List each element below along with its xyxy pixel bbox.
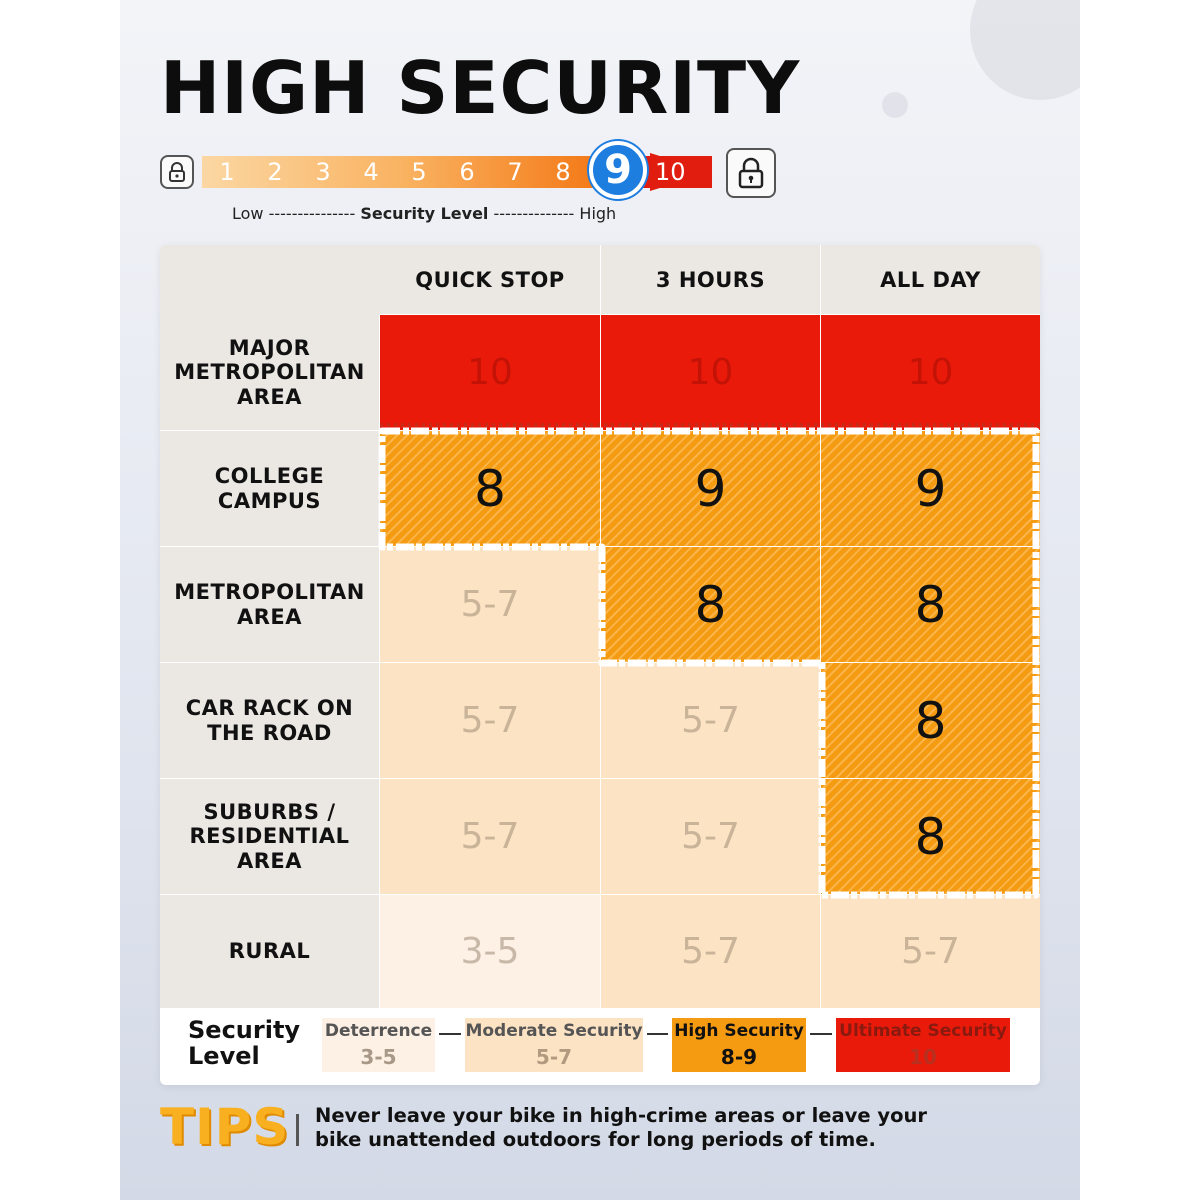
tips-divider xyxy=(296,1114,299,1146)
infographic-panel: HIGH SECURITY 1 2 3 4 5 6 7 8 9 10 Low --------… xyxy=(120,0,1080,1200)
security-rating-cell: 5-7 xyxy=(601,779,820,894)
column-header: QUICK STOP xyxy=(380,245,600,314)
legend-item-name: High Security xyxy=(674,1021,804,1041)
row-label: METROPOLITAN AREA xyxy=(160,547,379,662)
legend-item-name: Deterrence xyxy=(324,1021,433,1041)
scale-low-label: Low xyxy=(232,204,264,223)
security-rating-cell: 8 xyxy=(821,779,1040,894)
security-rating-cell: 9 xyxy=(601,431,820,546)
scale-number: 3 xyxy=(315,158,331,186)
legend-item: High Security 8-9 xyxy=(672,1018,806,1072)
scale-number: 2 xyxy=(267,158,283,186)
column-header: 3 HOURS xyxy=(601,245,820,314)
security-rating-cell: 9 xyxy=(821,431,1040,546)
row-label: SUBURBS / RESIDENTIAL AREA xyxy=(160,779,379,894)
security-rating-cell: 3-5 xyxy=(380,895,600,1008)
decorative-circle xyxy=(882,92,908,118)
padlock-low-icon xyxy=(160,155,194,189)
page-title: HIGH SECURITY xyxy=(160,46,801,130)
security-rating-cell: 8 xyxy=(380,431,600,546)
tips-label: TIPS xyxy=(160,1098,290,1156)
row-label: COLLEGE CAMPUS xyxy=(160,431,379,546)
security-rating-cell: 8 xyxy=(821,663,1040,778)
row-label: RURAL xyxy=(160,895,379,1008)
decorative-circle xyxy=(970,0,1080,100)
tips-text: Never leave your bike in high-crime area… xyxy=(315,1104,927,1152)
legend-item-name: Ultimate Security xyxy=(839,1021,1007,1041)
security-scale-max: 10 xyxy=(655,158,686,186)
legend-connector xyxy=(810,1033,832,1035)
current-security-level-badge: 9 xyxy=(589,141,647,199)
legend-connector xyxy=(439,1033,461,1035)
security-rating-cell: 8 xyxy=(821,547,1040,662)
legend-title: Security Level xyxy=(188,1016,301,1071)
security-rating-cell: 8 xyxy=(601,547,820,662)
security-rating-cell: 5-7 xyxy=(601,663,820,778)
security-rating-cell: 5-7 xyxy=(821,895,1040,1008)
table-corner-cell xyxy=(160,245,380,315)
security-rating-cell: 5-7 xyxy=(380,663,600,778)
security-rating-cell: 10 xyxy=(601,315,820,430)
scale-dashes-left: --------------- xyxy=(268,204,356,223)
scale-mid-label: Security Level xyxy=(360,204,489,223)
legend-item-range: 8-9 xyxy=(720,1045,758,1069)
security-scale-arrow xyxy=(650,153,712,191)
security-rating-cell: 5-7 xyxy=(380,779,600,894)
scale-number: 6 xyxy=(459,158,475,186)
legend-item-range: 5-7 xyxy=(535,1045,573,1069)
security-rating-cell: 5-7 xyxy=(380,547,600,662)
scale-number: 5 xyxy=(411,158,427,186)
legend-item: Deterrence 3-5 xyxy=(322,1018,435,1072)
security-rating-cell: 5-7 xyxy=(601,895,820,1008)
security-table: QUICK STOP 3 HOURS ALL DAY MAJOR METROPOLIT… xyxy=(160,245,1040,1085)
legend-item: Ultimate Security 10 xyxy=(836,1018,1010,1072)
legend-item-name: Moderate Security xyxy=(465,1021,643,1041)
column-header: ALL DAY xyxy=(821,245,1040,314)
legend-item-range: 3-5 xyxy=(360,1045,397,1069)
security-rating-cell: 10 xyxy=(380,315,600,430)
legend-item: Moderate Security 5-7 xyxy=(465,1018,643,1072)
row-label: MAJOR METROPOLITAN AREA xyxy=(160,315,379,430)
scale-number: 4 xyxy=(363,158,379,186)
legend-item-range: 10 xyxy=(909,1045,937,1069)
padlock-high-icon xyxy=(726,148,776,198)
security-rating-cell: 10 xyxy=(821,315,1040,430)
security-scale-caption: Low --------------- Security Level -----… xyxy=(232,204,616,223)
scale-number: 7 xyxy=(507,158,523,186)
scale-number: 1 xyxy=(219,158,235,186)
row-label: CAR RACK ON THE ROAD xyxy=(160,663,379,778)
scale-number: 8 xyxy=(555,158,571,186)
scale-dashes-right: -------------- xyxy=(493,204,575,223)
scale-high-label: High xyxy=(579,204,617,223)
legend-connector xyxy=(647,1033,668,1035)
